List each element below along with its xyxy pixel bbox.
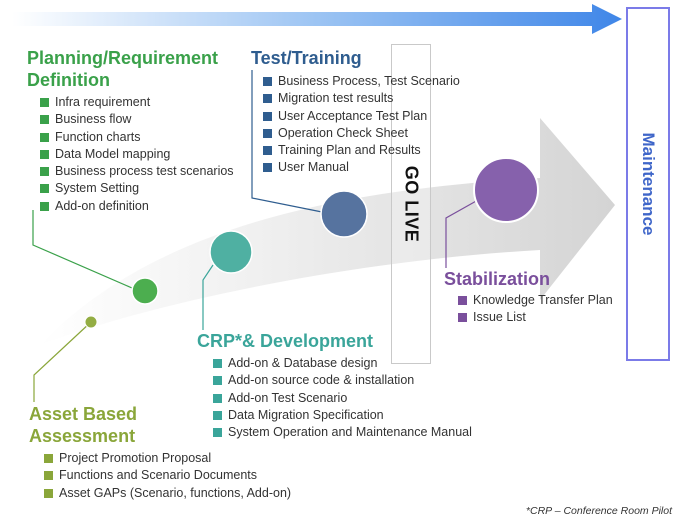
list-item: User Manual [263, 159, 460, 176]
bullet-icon [213, 410, 222, 420]
crp-dot [209, 230, 253, 274]
list-item: System Setting [40, 180, 234, 197]
list-item: Function charts [40, 129, 234, 146]
list-item: Project Promotion Proposal [44, 450, 291, 467]
list-item: Asset GAPs (Scenario, functions, Add-on) [44, 485, 291, 502]
stabilization-connector [445, 199, 479, 268]
bullet-icon [213, 428, 222, 438]
bullet-icon [40, 149, 49, 159]
asset-connector [33, 321, 92, 402]
stabilization-items: Knowledge Transfer Plan Issue List [458, 292, 613, 327]
asset-title: Asset Based Assessment [29, 404, 138, 446]
bullet-icon [213, 359, 222, 368]
bullet-icon [458, 313, 467, 323]
list-item: Migration test results [263, 90, 460, 107]
test-items: Business Process, Test Scenario Migratio… [263, 73, 460, 177]
planning-title: Planning/Requirement Definition [27, 48, 219, 90]
list-item: Knowledge Transfer Plan [458, 292, 613, 309]
list-item: Issue List [458, 309, 613, 326]
bullet-icon [263, 77, 272, 86]
planning-dot [131, 277, 159, 305]
footnote: *CRP – Conference Room Pilot [525, 505, 672, 517]
test-dot [320, 190, 368, 238]
bullet-icon [263, 94, 272, 104]
bullet-icon [263, 146, 272, 156]
asset-dot [84, 315, 98, 329]
list-item: Operation Check Sheet [263, 125, 460, 142]
bullet-icon [213, 376, 222, 386]
list-item: Infra requirement [40, 94, 234, 111]
bullet-icon [458, 296, 467, 305]
go-live-marker: GO LIVE [391, 44, 431, 364]
bullet-icon [40, 132, 49, 142]
bullet-icon [40, 98, 49, 107]
stabilization-dot [473, 157, 539, 223]
list-item: Business Process, Test Scenario [263, 73, 460, 90]
list-item: Data Model mapping [40, 146, 234, 163]
bullet-icon [40, 115, 49, 125]
crp-connector [202, 264, 214, 330]
bullet-icon [44, 454, 53, 463]
list-item: Add-on source code & installation [213, 372, 472, 389]
list-item: Business flow [40, 111, 234, 128]
maintenance-box: Maintenance [626, 7, 670, 361]
timeline-arrow [12, 4, 622, 34]
stabilization-title: Stabilization [444, 269, 551, 289]
bullet-icon [213, 393, 222, 403]
planning-connector [32, 210, 133, 289]
list-item: Business process test scenarios [40, 163, 234, 180]
bullet-icon [44, 488, 53, 498]
list-item: Data Migration Specification [213, 407, 472, 424]
list-item: User Acceptance Test Plan [263, 108, 460, 125]
asset-items: Project Promotion Proposal Functions and… [44, 450, 291, 502]
planning-items: Infra requirement Business flow Function… [40, 94, 234, 215]
list-item: Training Plan and Results [263, 142, 460, 159]
list-item: Add-on & Database design [213, 355, 472, 372]
test-title: Test/Training [251, 48, 362, 68]
test-connector [251, 70, 323, 213]
list-item: System Operation and Maintenance Manual [213, 424, 472, 441]
bullet-icon [44, 471, 53, 481]
list-item: Add-on definition [40, 198, 234, 215]
crp-items: Add-on & Database design Add-on source c… [213, 355, 472, 441]
list-item: Add-on Test Scenario [213, 390, 472, 407]
bullet-icon [40, 167, 49, 177]
bullet-icon [263, 111, 272, 121]
bullet-icon [263, 163, 272, 173]
go-live-label: GO LIVE [401, 165, 422, 243]
list-item: Functions and Scenario Documents [44, 467, 291, 484]
maintenance-label: Maintenance [639, 132, 658, 236]
bullet-icon [40, 201, 49, 211]
bullet-icon [263, 128, 272, 138]
bullet-icon [40, 184, 49, 194]
crp-title: CRP*& Development [197, 331, 374, 351]
progress-arrow [40, 118, 615, 345]
